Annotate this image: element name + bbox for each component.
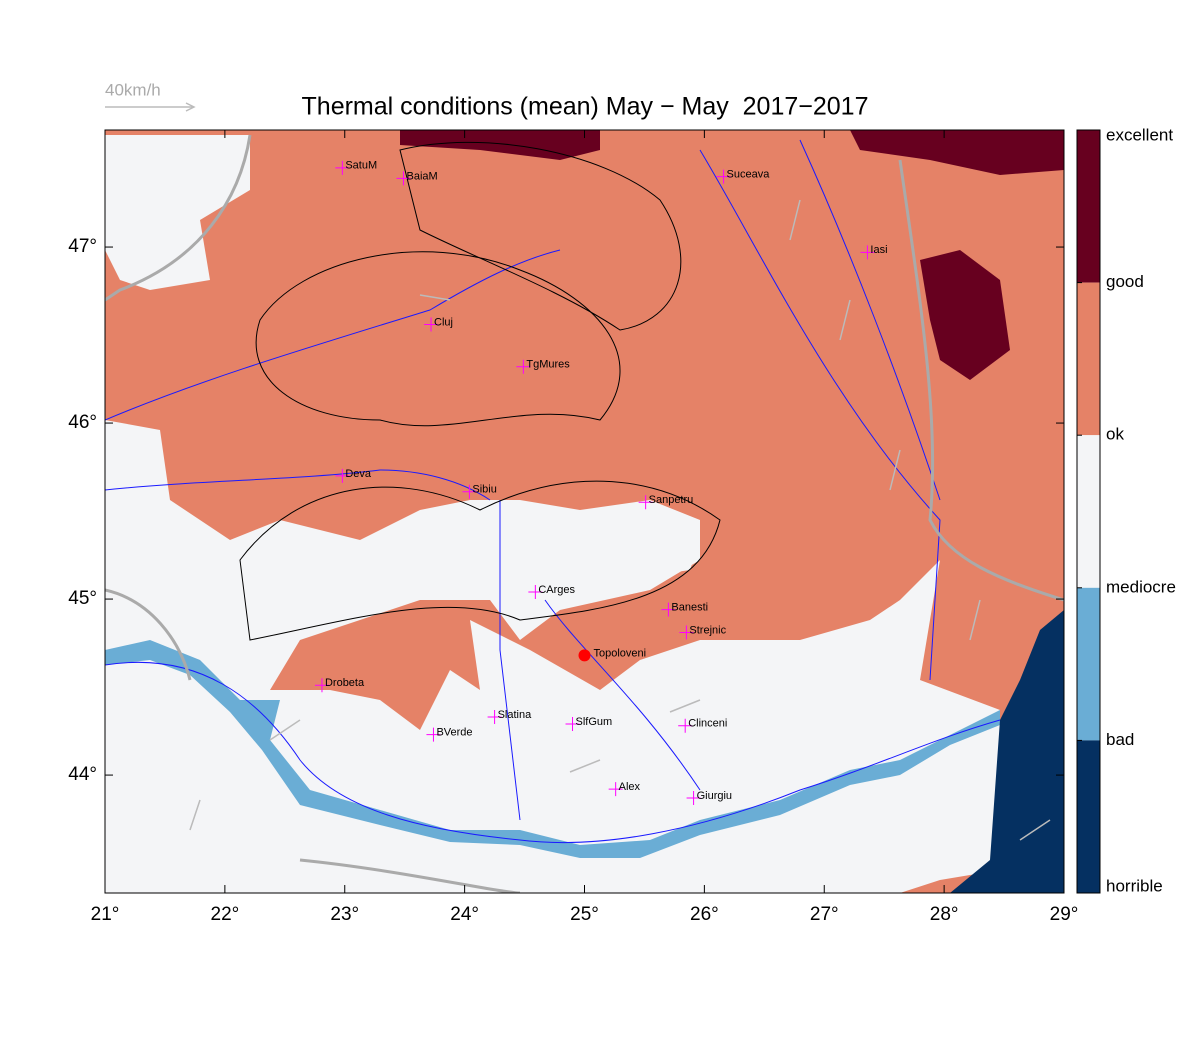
city-label: SlfGum bbox=[576, 716, 613, 728]
y-tick-label: 47° bbox=[68, 236, 97, 257]
colorbar-label: bad bbox=[1106, 730, 1134, 749]
danube-band bbox=[105, 640, 1000, 858]
white-area bbox=[260, 515, 700, 600]
city-marker bbox=[686, 790, 701, 805]
x-tick-label: 27° bbox=[810, 904, 839, 925]
wind-scale-label: 40km/h bbox=[105, 80, 161, 99]
city-label: Clinceni bbox=[688, 718, 727, 730]
y-tick-label: 44° bbox=[68, 764, 97, 785]
colorbar-label: ok bbox=[1106, 425, 1124, 444]
city-marker bbox=[860, 245, 875, 260]
rivers bbox=[105, 139, 1001, 844]
city-label: BVerde bbox=[436, 726, 472, 738]
city-label: Deva bbox=[345, 468, 372, 480]
borders bbox=[105, 134, 1064, 893]
contours bbox=[239, 141, 721, 641]
city-label: Slatina bbox=[498, 709, 533, 721]
x-tick-label: 24° bbox=[450, 904, 479, 925]
city-marker bbox=[335, 468, 350, 483]
city-label: Drobeta bbox=[325, 677, 365, 689]
city-marker bbox=[424, 317, 439, 332]
colorbar-label: mediocre bbox=[1106, 577, 1176, 596]
city-label: Suceava bbox=[727, 169, 771, 181]
excellent-patch bbox=[920, 250, 1010, 380]
x-tick-label: 29° bbox=[1050, 904, 1079, 925]
colorbar-segment bbox=[1077, 282, 1100, 436]
site-label: Topoloveni bbox=[594, 647, 647, 659]
city-label: Banesti bbox=[671, 602, 708, 614]
x-tick-label: 22° bbox=[211, 904, 240, 925]
x-tick-label: 28° bbox=[930, 904, 959, 925]
city-marker bbox=[716, 169, 731, 184]
city-marker bbox=[565, 717, 580, 732]
white-area bbox=[105, 420, 1000, 893]
city-marker bbox=[314, 678, 329, 693]
site-marker bbox=[578, 649, 591, 662]
x-tick-label: 25° bbox=[570, 904, 599, 925]
city-marker bbox=[487, 709, 502, 724]
city-marker bbox=[678, 718, 693, 733]
city-marker bbox=[396, 171, 411, 186]
x-tick-label: 21° bbox=[91, 904, 120, 925]
city-label: Strejnic bbox=[689, 624, 726, 636]
wind-arrows bbox=[189, 199, 1051, 841]
y-tick-label: 45° bbox=[68, 588, 97, 609]
city-marker bbox=[516, 359, 531, 374]
city-marker bbox=[426, 727, 441, 742]
x-tick-label: 26° bbox=[690, 904, 719, 925]
city-label: Alex bbox=[619, 781, 641, 793]
city-label: SatuM bbox=[345, 160, 377, 172]
city-marker bbox=[528, 585, 543, 600]
city-label: TgMures bbox=[526, 359, 570, 371]
city-label: Sanpetru bbox=[649, 494, 694, 506]
colorbar-frame bbox=[1076, 129, 1101, 894]
colorbar-label: horrible bbox=[1106, 876, 1163, 895]
wind-scale-arrowhead bbox=[185, 102, 196, 112]
city-label: Giurgiu bbox=[697, 790, 732, 802]
city-label: CArges bbox=[538, 584, 575, 596]
y-tick-label: 46° bbox=[68, 412, 97, 433]
excellent-patch bbox=[850, 130, 1064, 175]
city-marker bbox=[335, 160, 350, 175]
colorbar-segment bbox=[1077, 587, 1100, 741]
city-label: Sibiu bbox=[472, 484, 496, 496]
city-marker bbox=[679, 625, 694, 640]
map-title: Thermal conditions (mean) May − May 2017… bbox=[302, 93, 869, 121]
sea-area bbox=[950, 610, 1064, 893]
colorbar-segment bbox=[1077, 740, 1100, 893]
colorbar-label: excellent bbox=[1106, 125, 1173, 144]
city-label: Iasi bbox=[870, 244, 887, 256]
map-field bbox=[105, 130, 1064, 893]
city-marker bbox=[661, 602, 676, 617]
colorbar-label: good bbox=[1106, 272, 1144, 291]
excellent-patch bbox=[400, 130, 600, 160]
white-area bbox=[105, 135, 250, 290]
colorbar-segment bbox=[1077, 130, 1100, 283]
x-tick-label: 23° bbox=[330, 904, 359, 925]
city-marker bbox=[638, 495, 653, 510]
city-label: Cluj bbox=[434, 316, 453, 328]
colorbar-segment bbox=[1077, 435, 1100, 588]
city-marker bbox=[608, 782, 623, 797]
city-label: BaiaM bbox=[406, 170, 437, 182]
city-marker bbox=[462, 484, 477, 499]
